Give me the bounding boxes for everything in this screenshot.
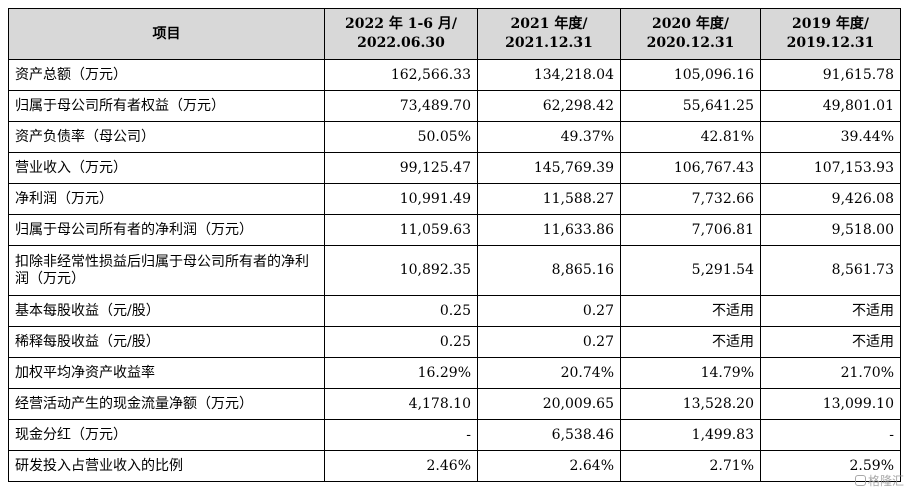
cell-value: 0.27	[477, 326, 621, 358]
cell-value: 2.71%	[620, 450, 761, 482]
table-row: 归属于母公司所有者权益（万元） 73,489.70 62,298.42 55,641.…	[8, 90, 901, 122]
cell-value: 11,633.86	[477, 214, 621, 246]
table-row: 资产总额（万元） 162,566.33 134,218.04 105,096.16 91…	[8, 59, 901, 91]
cell-value: 2.59%	[760, 450, 901, 482]
cell-value: 不适用	[620, 326, 761, 358]
cell-value: 11,059.63	[324, 214, 478, 246]
cell-value: 7,732.66	[620, 183, 761, 215]
table-body: 资产总额（万元） 162,566.33 134,218.04 105,096.16 91…	[8, 59, 901, 482]
cell-value: 20.74%	[477, 357, 621, 389]
row-label: 稀释每股收益（元/股）	[8, 326, 325, 358]
cell-value: 10,991.49	[324, 183, 478, 215]
cell-value: 91,615.78	[760, 59, 901, 91]
cell-value: 0.25	[324, 295, 478, 327]
header-period-2: 2021 年度/ 2021.12.31	[477, 8, 621, 60]
cell-value: 4,178.10	[324, 388, 478, 420]
cell-value: 39.44%	[760, 121, 901, 153]
header-period-3: 2020 年度/ 2020.12.31	[620, 8, 761, 60]
row-label: 资产总额（万元）	[8, 59, 325, 91]
row-label: 研发投入占营业收入的比例	[8, 450, 325, 482]
table-row: 净利润（万元） 10,991.49 11,588.27 7,732.66 9,426.0…	[8, 183, 901, 215]
cell-value: 73,489.70	[324, 90, 478, 122]
cell-value: 42.81%	[620, 121, 761, 153]
row-label: 净利润（万元）	[8, 183, 325, 215]
table-row: 基本每股收益（元/股） 0.25 0.27 不适用 不适用	[8, 295, 901, 327]
row-label: 加权平均净资产收益率	[8, 357, 325, 389]
row-label: 扣除非经常性损益后归属于母公司所有者的净利润（万元）	[8, 245, 325, 296]
cell-value: 145,769.39	[477, 152, 621, 184]
cell-value: 不适用	[760, 326, 901, 358]
cell-value: 不适用	[620, 295, 761, 327]
cell-value: 62,298.42	[477, 90, 621, 122]
cell-value: 6,538.46	[477, 419, 621, 451]
cell-value: 1,499.83	[620, 419, 761, 451]
cell-value: 13,528.20	[620, 388, 761, 420]
cell-value: 2.64%	[477, 450, 621, 482]
table-row: 稀释每股收益（元/股） 0.25 0.27 不适用 不适用	[8, 326, 901, 358]
cell-value: 21.70%	[760, 357, 901, 389]
logo-icon	[854, 475, 866, 486]
cell-value: 不适用	[760, 295, 901, 327]
cell-value: 105,096.16	[620, 59, 761, 91]
cell-value: 162,566.33	[324, 59, 478, 91]
cell-value: -	[760, 419, 901, 451]
cell-value: 0.27	[477, 295, 621, 327]
row-label: 现金分红（万元）	[8, 419, 325, 451]
cell-value: 9,518.00	[760, 214, 901, 246]
cell-value: 9,426.08	[760, 183, 901, 215]
cell-value: -	[324, 419, 478, 451]
cell-value: 134,218.04	[477, 59, 621, 91]
cell-value: 14.79%	[620, 357, 761, 389]
table-row: 研发投入占营业收入的比例 2.46% 2.64% 2.71% 2.59%	[8, 450, 901, 482]
row-label: 营业收入（万元）	[8, 152, 325, 184]
table-row: 资产负债率（母公司） 50.05% 49.37% 42.81% 39.44%	[8, 121, 901, 153]
cell-value: 13,099.10	[760, 388, 901, 420]
table-row: 归属于母公司所有者的净利润（万元） 11,059.63 11,633.86 7,706…	[8, 214, 901, 246]
cell-value: 107,153.93	[760, 152, 901, 184]
row-label: 归属于母公司所有者权益（万元）	[8, 90, 325, 122]
cell-value: 16.29%	[324, 357, 478, 389]
table-row: 营业收入（万元） 99,125.47 145,769.39 106,767.43 107…	[8, 152, 901, 184]
cell-value: 0.25	[324, 326, 478, 358]
cell-value: 10,892.35	[324, 245, 478, 296]
cell-value: 8,865.16	[477, 245, 621, 296]
cell-value: 20,009.65	[477, 388, 621, 420]
row-label: 基本每股收益（元/股）	[8, 295, 325, 327]
header-item: 项目	[8, 8, 325, 60]
table-row: 现金分红（万元） -6,538.46 1,499.83-	[8, 419, 901, 451]
cell-value: 49.37%	[477, 121, 621, 153]
header-row: 项目 2022 年 1-6 月/ 2022.06.30 2021 年度/ 2021.…	[8, 8, 901, 60]
row-label: 归属于母公司所有者的净利润（万元）	[8, 214, 325, 246]
header-period-1: 2022 年 1-6 月/ 2022.06.30	[324, 8, 478, 60]
cell-value: 106,767.43	[620, 152, 761, 184]
cell-value: 2.46%	[324, 450, 478, 482]
table-row: 经营活动产生的现金流量净额（万元） 4,178.10 20,009.65 13,528…	[8, 388, 901, 420]
cell-value: 11,588.27	[477, 183, 621, 215]
watermark-text: 格隆汇	[867, 474, 904, 488]
row-label: 资产负债率（母公司）	[8, 121, 325, 153]
cell-value: 5,291.54	[620, 245, 761, 296]
table-row: 扣除非经常性损益后归属于母公司所有者的净利润（万元） 10,892.35 8,865…	[8, 245, 901, 296]
cell-value: 7,706.81	[620, 214, 761, 246]
cell-value: 55,641.25	[620, 90, 761, 122]
cell-value: 99,125.47	[324, 152, 478, 184]
cell-value: 8,561.73	[760, 245, 901, 296]
row-label: 经营活动产生的现金流量净额（万元）	[8, 388, 325, 420]
cell-value: 49,801.01	[760, 90, 901, 122]
financial-indicators-table: 项目 2022 年 1-6 月/ 2022.06.30 2021 年度/ 2021.…	[8, 8, 901, 482]
table-row: 加权平均净资产收益率 16.29% 20.74% 14.79% 21.70%	[8, 357, 901, 389]
cell-value: 50.05%	[324, 121, 478, 153]
watermark: 格隆汇	[854, 472, 904, 489]
header-period-4: 2019 年度/ 2019.12.31	[760, 8, 901, 60]
